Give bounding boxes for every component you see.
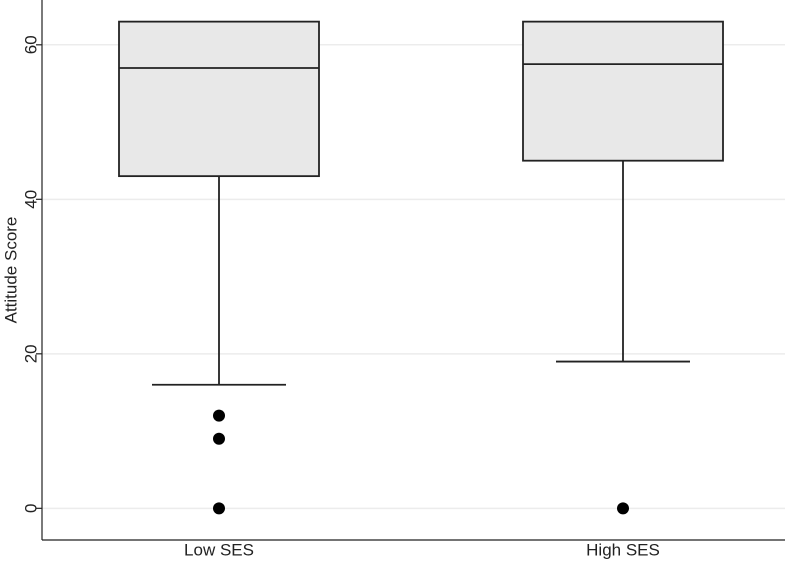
y-tick-label: 0 — [21, 504, 40, 513]
y-axis-label: Attitude Score — [1, 217, 20, 324]
outlier — [213, 432, 225, 445]
outlier — [617, 502, 629, 515]
x-tick-label: Low SES — [184, 540, 254, 559]
box — [118, 20, 320, 178]
y-tick-label: 20 — [21, 344, 40, 363]
y-tick-label: 60 — [21, 35, 40, 54]
y-tick-label: 40 — [21, 190, 40, 209]
outlier — [213, 409, 225, 422]
x-tick-label: High SES — [586, 540, 660, 559]
box — [522, 20, 724, 162]
outlier — [213, 502, 225, 515]
